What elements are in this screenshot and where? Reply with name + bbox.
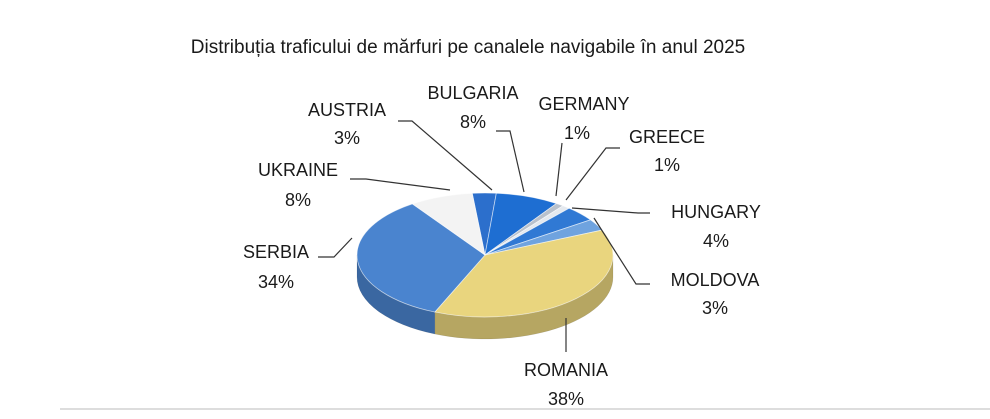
slice-value: 1% bbox=[564, 123, 590, 143]
slice-value: 4% bbox=[703, 231, 729, 251]
slice bbox=[434, 229, 614, 318]
leader-line bbox=[350, 178, 451, 191]
leader-line bbox=[398, 120, 493, 191]
slice bbox=[411, 192, 486, 256]
slice-label: ROMANIA bbox=[524, 360, 608, 380]
chart-title: Distribuția traficului de mărfuri pe can… bbox=[191, 37, 746, 58]
slice-label: GREECE bbox=[629, 127, 705, 147]
slice-value: 38% bbox=[548, 389, 584, 409]
leader-line bbox=[496, 130, 525, 193]
slice-label: GERMANY bbox=[538, 94, 629, 114]
slice-value: 3% bbox=[702, 298, 728, 318]
slice bbox=[356, 203, 486, 313]
slice-label: AUSTRIA bbox=[308, 100, 386, 120]
slice-label: HUNGARY bbox=[671, 202, 761, 222]
slice-value: 1% bbox=[654, 155, 680, 175]
labels: AUSTRIA 3% BULGARIA 8% GERMANY 1% GREECE… bbox=[243, 83, 761, 409]
leader-line bbox=[593, 217, 650, 285]
leader-line bbox=[555, 142, 563, 197]
leader-line bbox=[318, 237, 353, 258]
slice-label: BULGARIA bbox=[427, 83, 518, 103]
slice-label: UKRAINE bbox=[258, 160, 338, 180]
slice-value: 8% bbox=[460, 112, 486, 132]
leader-line bbox=[571, 207, 650, 214]
slice-value: 34% bbox=[258, 272, 294, 292]
slice-value: 8% bbox=[285, 190, 311, 210]
leader-line bbox=[565, 147, 620, 201]
slice-value: 3% bbox=[334, 128, 360, 148]
pie bbox=[356, 192, 614, 340]
slice-label: SERBIA bbox=[243, 242, 309, 262]
slice-label: MOLDOVA bbox=[671, 270, 760, 290]
